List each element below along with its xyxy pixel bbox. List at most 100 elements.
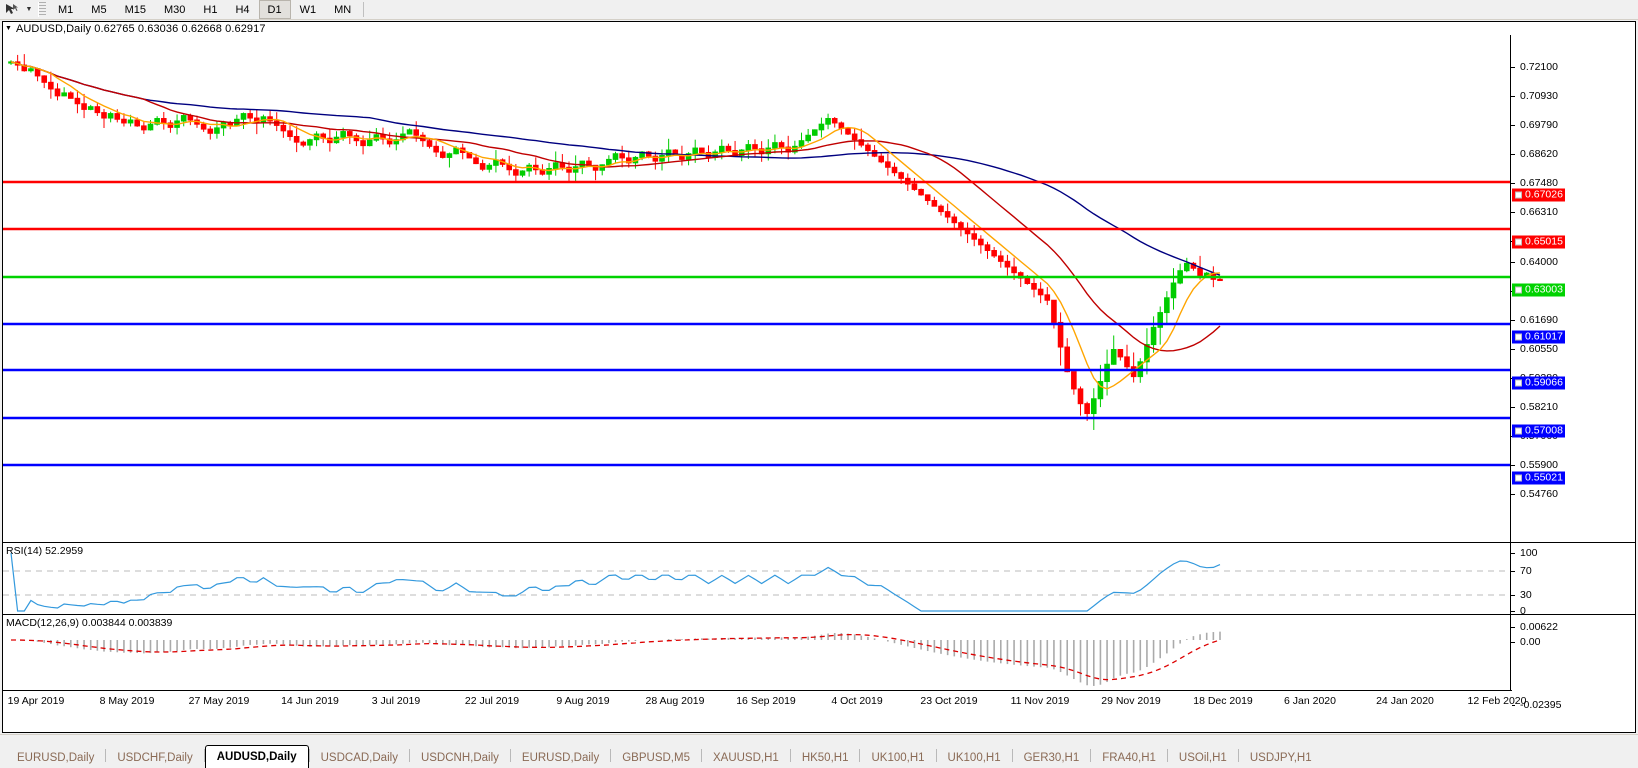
rsi-tick-0: 0 <box>1511 605 1526 617</box>
rsi-plot-area[interactable] <box>3 543 1512 614</box>
tab-divider <box>859 749 861 762</box>
chart-tab-usdjpy-h1[interactable]: USDJPY,H1 <box>1238 748 1323 768</box>
timeframe-button-m1[interactable]: M1 <box>58 3 74 16</box>
tab-divider <box>308 749 310 762</box>
chart-symbol-ohlc: AUDUSD,Daily 0.62765 0.63036 0.62668 0.6… <box>15 22 266 35</box>
timeframe-button-h1[interactable]: H1 <box>203 3 218 16</box>
timeframe-button-m5[interactable]: M5 <box>91 3 107 16</box>
price-tick-072100: 0.72100 <box>1511 61 1558 73</box>
tab-divider <box>1090 749 1092 762</box>
rsi-chart <box>3 552 1512 612</box>
timeframe-button-w1[interactable]: W1 <box>299 3 317 16</box>
macd-plot-area[interactable] <box>3 615 1512 692</box>
bid-price-line-063003-value: 0.63003 <box>1525 283 1563 296</box>
rsi-tick-100: 100 <box>1511 547 1538 559</box>
chart-tab-gbpusd-m5[interactable]: GBPUSD,M5 <box>611 748 701 768</box>
tab-divider <box>203 749 205 762</box>
tab-divider <box>610 749 612 762</box>
chart-tab-fra40-h1[interactable]: FRA40,H1 <box>1091 748 1167 768</box>
drag-handle-icon[interactable] <box>1515 238 1522 246</box>
date-axis: 19 Apr 2019 8 May 2019 27 May 2019 14 Jun 2… <box>3 690 1526 712</box>
crosshair-cursor-icon[interactable] <box>0 1 22 18</box>
price-tick-069790: 0.69790 <box>1511 119 1558 131</box>
support-line-057008-tag[interactable]: 0.57008 <box>1512 424 1565 438</box>
price-tick-066310: 0.66310 <box>1511 206 1558 218</box>
macd-chart <box>11 631 1221 686</box>
macd-tick-002395: -0.02395 <box>1511 699 1561 711</box>
chart-tab-audusd-daily[interactable]: AUDUSD,Daily <box>204 745 309 768</box>
chart-tab-usoil-h1[interactable]: USOil,H1 <box>1167 748 1238 768</box>
chart-tab-uk100-h1[interactable]: UK100,H1 <box>936 748 1012 768</box>
tab-divider <box>935 749 937 762</box>
price-tick-068620: 0.68620 <box>1511 148 1558 160</box>
toolbar: ▼ M1 M5 M15 M30 H1 H4 D1 W1 MN <box>0 0 1638 20</box>
timeframe-button-h4[interactable]: H4 <box>235 3 250 16</box>
chart-tab-xauusd-h1[interactable]: XAUUSD,H1 <box>701 748 790 768</box>
date-label: 8 May 2019 <box>99 695 155 707</box>
macd-tick-000622: 0.00622 <box>1511 621 1558 633</box>
chart-tab-eurusd-daily[interactable]: EURUSD,Daily <box>510 748 611 768</box>
rsi-indicator-label: RSI(14) 52.2959 <box>6 545 84 557</box>
drag-handle-icon[interactable] <box>1515 427 1522 435</box>
timeframe-button-m30[interactable]: M30 <box>163 3 186 16</box>
tab-divider <box>408 749 410 762</box>
tab-divider <box>105 749 107 762</box>
price-tick-064000: 0.64000 <box>1511 256 1558 268</box>
resistance-line-065015-tag[interactable]: 0.65015 <box>1512 235 1565 249</box>
price-pane[interactable]: 0.72100 0.70930 0.69790 0.68620 0.67480 0.663… <box>3 35 1635 542</box>
macd-axis[interactable]: 0.00622 0.00 -0.02395 <box>1510 615 1635 712</box>
chart-tab-usdcad-daily[interactable]: USDCAD,Daily <box>309 748 409 768</box>
chart-tab-bar: EURUSD,Daily USDCHF,Daily AUDUSD,Daily USDC… <box>0 734 1638 768</box>
resistance-line-067026-value: 0.67026 <box>1525 188 1563 201</box>
date-label: 16 Sep 2019 <box>736 695 796 707</box>
chart-quote-line: ▼ AUDUSD,Daily 0.62765 0.63036 0.62668 0… <box>3 22 1637 35</box>
macd-tick-000: 0.00 <box>1511 636 1540 648</box>
chart-tab-usdchf-daily[interactable]: USDCHF,Daily <box>106 748 204 768</box>
tab-divider <box>1166 749 1168 762</box>
toolbar-separator <box>363 2 365 17</box>
rsi-axis[interactable]: 100 70 30 0 <box>1510 543 1635 617</box>
chart-tab-uk100-h1[interactable]: UK100,H1 <box>860 748 936 768</box>
drag-handle-icon[interactable] <box>1515 286 1522 294</box>
timeframe-button-m15[interactable]: M15 <box>124 3 146 16</box>
chart-tab-ger30-h1[interactable]: GER30,H1 <box>1012 748 1091 768</box>
date-label: 22 Jul 2019 <box>464 695 520 707</box>
price-tick-055900: 0.55900 <box>1511 459 1558 471</box>
support-line-057008-value: 0.57008 <box>1525 424 1563 437</box>
drag-handle-icon[interactable] <box>1515 379 1522 387</box>
date-label: 4 Oct 2019 <box>831 695 883 707</box>
drag-handle-icon[interactable] <box>1515 333 1522 341</box>
support-line-055021-tag[interactable]: 0.55021 <box>1512 471 1565 485</box>
triangle-down-icon[interactable]: ▼ <box>5 25 12 32</box>
resistance-line-065015-value: 0.65015 <box>1525 235 1563 248</box>
tab-divider <box>1011 749 1013 762</box>
timeframe-button-d1[interactable]: D1 <box>258 0 291 19</box>
price-tick-060550: 0.60550 <box>1511 343 1558 355</box>
price-plot-area[interactable] <box>3 35 1512 542</box>
support-line-055021-value: 0.55021 <box>1525 471 1563 484</box>
date-label: 29 Nov 2019 <box>1101 695 1161 707</box>
price-tick-058210: 0.58210 <box>1511 401 1558 413</box>
price-axis[interactable]: 0.72100 0.70930 0.69790 0.68620 0.67480 0.663… <box>1510 35 1635 542</box>
toolbar-grip[interactable] <box>38 2 46 17</box>
support-line-061017-tag[interactable]: 0.61017 <box>1512 330 1565 344</box>
rsi-tick-70: 70 <box>1511 565 1532 577</box>
drag-handle-icon[interactable] <box>1515 191 1522 199</box>
date-label: 11 Nov 2019 <box>1010 695 1070 707</box>
timeframe-button-mn[interactable]: MN <box>334 3 352 16</box>
date-label: 28 Aug 2019 <box>645 695 705 707</box>
resistance-line-067026-tag[interactable]: 0.67026 <box>1512 188 1565 202</box>
rsi-pane[interactable]: RSI(14) 52.2959 100 70 30 0 <box>3 542 1635 617</box>
macd-pane[interactable]: MACD(12,26,9) 0.003844 0.003839 0.00622 0… <box>3 614 1635 712</box>
date-label: 14 Jun 2019 <box>281 695 339 707</box>
chart-tab-eurusd-daily[interactable]: EURUSD,Daily <box>6 748 106 768</box>
support-line-059066-tag[interactable]: 0.59066 <box>1512 376 1565 390</box>
drag-handle-icon[interactable] <box>1515 474 1522 482</box>
chevron-down-icon[interactable]: ▼ <box>25 6 33 13</box>
chart-window[interactable]: ▼ AUDUSD,Daily 0.62765 0.63036 0.62668 0… <box>2 21 1636 733</box>
bid-price-line-063003-tag[interactable]: 0.63003 <box>1512 283 1565 297</box>
chart-tab-hk50-h1[interactable]: HK50,H1 <box>790 748 860 768</box>
date-label: 3 Jul 2019 <box>371 695 421 707</box>
chart-tab-usdcnh-daily[interactable]: USDCNH,Daily <box>409 748 510 768</box>
